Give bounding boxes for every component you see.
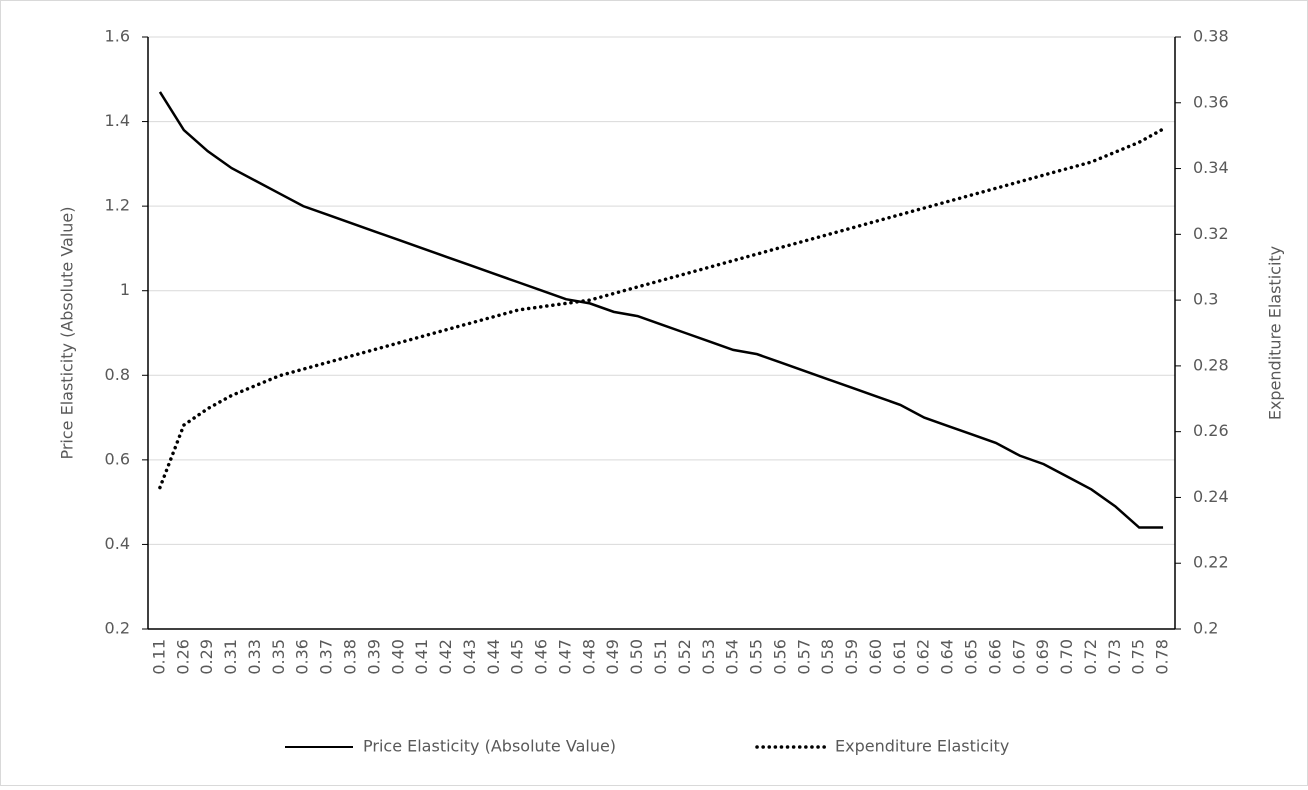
x-tick-label: 0.26: [173, 639, 192, 675]
x-tick-label: 0.11: [149, 639, 168, 675]
x-tick-label: 0.75: [1129, 639, 1148, 675]
x-tick-label: 0.41: [412, 639, 431, 675]
x-tick-label: 0.57: [794, 639, 813, 675]
x-tick-label: 0.42: [436, 639, 455, 675]
y-tick-label: 1.4: [105, 111, 130, 130]
x-tick-label: 0.73: [1105, 639, 1124, 675]
x-tick-label: 0.65: [961, 639, 980, 675]
x-tick-label: 0.70: [1057, 639, 1076, 675]
x-tick-label: 0.37: [317, 639, 336, 675]
x-tick-label: 0.50: [627, 639, 646, 675]
y2-tick-label: 0.24: [1193, 487, 1229, 506]
x-tick-label: 0.31: [221, 639, 240, 675]
x-tick-label: 0.56: [770, 639, 789, 675]
x-tick-label: 0.36: [293, 639, 312, 675]
x-tick-label: 0.78: [1153, 639, 1172, 675]
y-tick-label: 1.2: [105, 196, 130, 215]
x-tick-label: 0.66: [985, 639, 1004, 675]
x-tick-label: 0.64: [938, 639, 957, 675]
y2-tick-label: 0.32: [1193, 224, 1229, 243]
y-tick-label: 0.8: [105, 365, 130, 384]
x-tick-label: 0.49: [603, 639, 622, 675]
x-tick-label: 0.39: [364, 639, 383, 675]
x-tick-label: 0.43: [460, 639, 479, 675]
legend-label: Expenditure Elasticity: [835, 737, 1009, 756]
y2-tick-label: 0.34: [1193, 158, 1229, 177]
x-tick-label: 0.62: [914, 639, 933, 675]
x-tick-label: 0.38: [341, 639, 360, 675]
y2-tick-label: 0.22: [1193, 553, 1229, 572]
x-tick-label: 0.69: [1033, 639, 1052, 675]
y2-tick-label: 0.36: [1193, 92, 1229, 111]
y2-axis-title: Expenditure Elasticity: [1266, 246, 1285, 420]
y2-tick-label: 0.2: [1193, 619, 1218, 638]
x-tick-label: 0.52: [675, 639, 694, 675]
x-tick-label: 0.29: [197, 639, 216, 675]
x-tick-label: 0.53: [699, 639, 718, 675]
y-axis-title: Price Elasticity (Absolute Value): [58, 206, 77, 459]
y-tick-label: 0.6: [105, 449, 130, 468]
y2-tick-label: 0.3: [1193, 290, 1218, 309]
y-tick-label: 0.4: [105, 534, 130, 553]
legend-label: Price Elasticity (Absolute Value): [363, 737, 616, 756]
x-tick-label: 0.45: [508, 639, 527, 675]
y-tick-label: 1.6: [105, 27, 130, 46]
x-tick-label: 0.51: [651, 639, 670, 675]
x-tick-label: 0.55: [747, 639, 766, 675]
y2-tick-label: 0.26: [1193, 421, 1229, 440]
series-line: [158, 91, 1164, 529]
x-tick-label: 0.58: [818, 639, 837, 675]
x-tick-label: 0.44: [484, 639, 503, 675]
y2-tick-label: 0.28: [1193, 355, 1229, 374]
x-tick-label: 0.67: [1009, 639, 1028, 675]
x-tick-label: 0.60: [866, 639, 885, 675]
x-tick-label: 0.54: [723, 639, 742, 675]
x-tick-label: 0.61: [890, 639, 909, 675]
x-tick-label: 0.33: [245, 639, 264, 675]
y-tick-label: 1: [120, 280, 130, 299]
x-tick-label: 0.59: [842, 639, 861, 675]
series-line: [158, 127, 1165, 490]
x-tick-label: 0.47: [555, 639, 574, 675]
x-tick-label: 0.40: [388, 639, 407, 675]
x-tick-label: 0.35: [269, 639, 288, 675]
x-tick-label: 0.46: [532, 639, 551, 675]
y-tick-label: 0.2: [105, 619, 130, 638]
x-tick-label: 0.72: [1081, 639, 1100, 675]
x-tick-label: 0.48: [579, 639, 598, 675]
y2-tick-label: 0.38: [1193, 27, 1229, 46]
